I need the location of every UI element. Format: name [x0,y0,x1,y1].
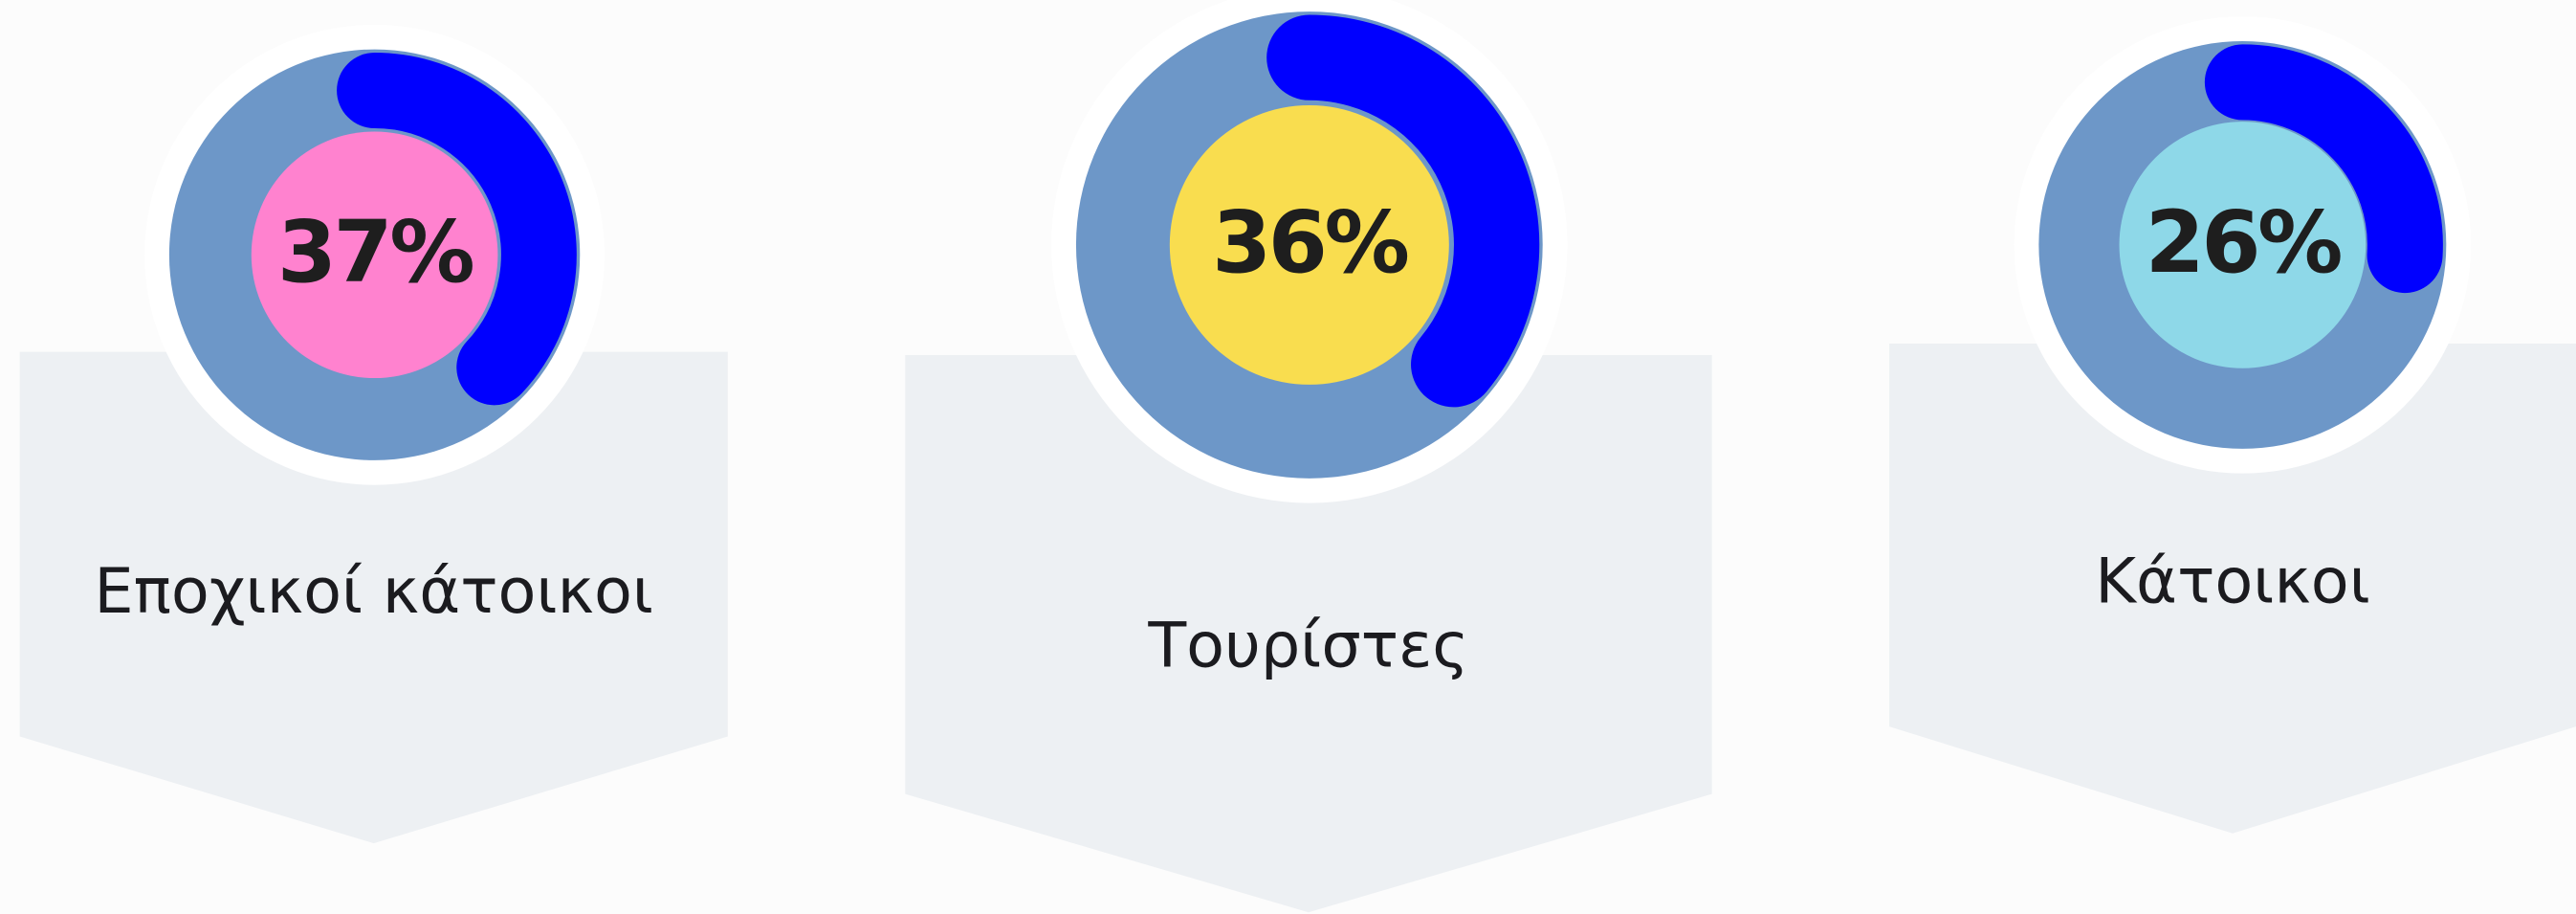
category-label: Τουρίστες [1147,610,1468,682]
gauge-arc [337,53,577,406]
inner-circle [1169,104,1449,385]
category-label: Εποχικοί κάτοικοι [94,555,653,628]
gauge-arc [2204,44,2443,294]
category-label: Κάτοικοι [2095,546,2370,618]
gauge-arc [1266,14,1540,408]
percentage: 36% [1212,193,1407,293]
inner-circle [2119,122,2367,368]
inner-circle [251,131,498,379]
card [19,351,728,844]
percentage: 26% [2146,193,2341,293]
card [1889,343,2576,834]
percentage: 37% [277,203,473,302]
card [905,355,1712,913]
